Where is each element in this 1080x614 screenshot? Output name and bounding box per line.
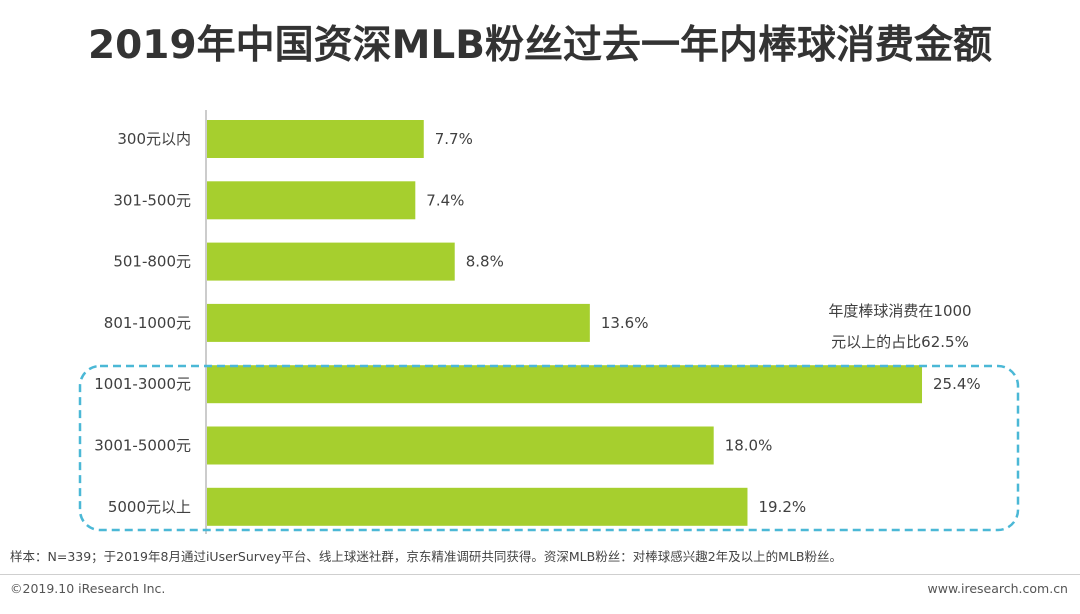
- category-label-0: 300元以内: [117, 130, 191, 148]
- value-label-5: 18.0%: [725, 437, 773, 455]
- value-label-0: 7.7%: [435, 130, 473, 148]
- source-note: 样本：N=339；于2019年8月通过iUserSurvey平台、线上球迷社群，…: [10, 549, 842, 564]
- bars-layer: 300元以内 7.7% 301-500元 7.4% 501-800元 8.8% 801-10…: [94, 120, 981, 526]
- category-label-4: 1001-3000元: [94, 375, 191, 393]
- bar-chart: 300元以内 7.7% 301-500元 7.4% 501-800元 8.8% 801-10…: [78, 110, 1020, 534]
- value-label-3: 13.6%: [601, 314, 649, 332]
- category-label-6: 5000元以上: [108, 498, 191, 516]
- website-link[interactable]: www.iresearch.com.cn: [927, 581, 1069, 596]
- bar-3: [207, 303, 590, 342]
- value-label-2: 8.8%: [466, 253, 504, 271]
- footer-divider: [0, 574, 1080, 575]
- bar-1: [207, 181, 416, 220]
- highlight-box: [78, 364, 1020, 532]
- value-label-6: 19.2%: [758, 498, 806, 516]
- bar-0: [207, 120, 424, 158]
- bar-6: [207, 487, 748, 526]
- bar-5: [207, 426, 714, 465]
- copyright: ©2019.10 iResearch Inc.: [10, 581, 166, 596]
- chart-title: 2019年中国资深MLB粉丝过去一年内棒球消费金额: [88, 23, 992, 68]
- category-label-5: 3001-5000元: [94, 437, 191, 455]
- annotation-line-1: 年度棒球消费在1000: [828, 302, 972, 320]
- category-label-2: 501-800元: [113, 253, 191, 271]
- annotation-line-2: 元以上的占比62.5%: [831, 333, 969, 351]
- value-label-1: 7.4%: [426, 191, 464, 209]
- category-label-1: 301-500元: [113, 191, 191, 209]
- bar-2: [207, 242, 455, 281]
- category-label-3: 801-1000元: [104, 314, 191, 332]
- bar-4: [207, 365, 923, 404]
- value-label-4: 25.4%: [933, 375, 981, 393]
